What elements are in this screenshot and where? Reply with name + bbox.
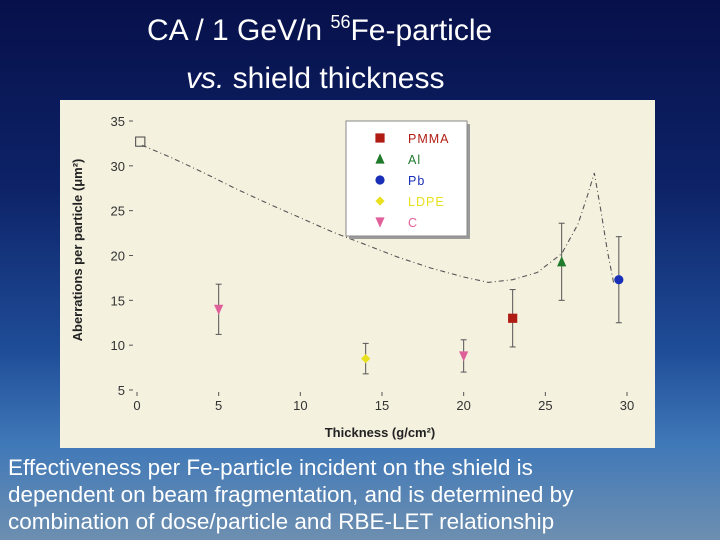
y-tick-label: 20 — [111, 249, 125, 264]
caption-line-2: dependent on beam fragmentation, and is … — [8, 482, 574, 507]
caption: Effectiveness per Fe-particle incident o… — [8, 454, 714, 535]
data-point-c — [459, 351, 469, 362]
x-tick-label: 10 — [293, 398, 307, 413]
data-point-c — [214, 304, 224, 315]
legend-label-ldpe: LDPE — [408, 195, 445, 209]
marks-layer — [135, 136, 624, 375]
caption-line-3: combination of dose/particle and RBE-LET… — [8, 509, 555, 534]
chart-panel: 0 5 10 15 20 25 30 5 10 15 20 25 30 35 PMMA Al Pb LDPE C … — [60, 100, 655, 448]
title-line-2: vs. shield thickness — [186, 60, 444, 98]
x-tick-label: 30 — [620, 398, 634, 413]
data-point-pb — [614, 275, 624, 285]
x-axis-label: Thickness (g/cm²) — [325, 425, 436, 440]
caption-line-1: Effectiveness per Fe-particle incident o… — [8, 455, 533, 480]
legend-marker-al — [375, 153, 385, 164]
legend-box — [345, 120, 468, 237]
title-prefix: CA / 1 GeV/n — [147, 14, 331, 47]
title-versus: vs. — [186, 62, 225, 95]
legend-label-al: Al — [408, 153, 421, 167]
trend-curve — [141, 144, 615, 285]
x-tick-label: 5 — [215, 398, 222, 413]
y-axis-label: Aberrations per particle (μm²) — [70, 159, 85, 342]
legend-label-pmma: PMMA — [408, 132, 450, 146]
y-tick-label: 30 — [111, 159, 125, 174]
x-tick-label: 20 — [456, 398, 470, 413]
legend-marker-ldpe — [375, 196, 385, 206]
x-tick-label: 0 — [133, 398, 140, 413]
y-tick-label: 15 — [111, 293, 125, 308]
legend-layer: PMMA Al Pb LDPE C — [345, 120, 470, 239]
initial-point-marker — [135, 136, 146, 147]
data-point-al — [557, 256, 567, 267]
title-isotope-superscript: 56 — [330, 12, 351, 32]
title-suffix: Fe-particle — [350, 14, 493, 47]
y-tick-label: 5 — [118, 383, 125, 398]
y-tick-label: 35 — [111, 114, 125, 129]
legend-marker-pmma — [375, 133, 385, 143]
curve-layer — [141, 144, 615, 285]
y-tick-label: 25 — [111, 204, 125, 219]
x-tick-label: 15 — [375, 398, 389, 413]
legend-label-c: C — [408, 216, 418, 230]
title-subject: shield thickness — [224, 62, 445, 95]
legend-label-pb: Pb — [408, 174, 425, 188]
legend-marker-c — [375, 217, 385, 228]
y-tick-label: 10 — [111, 338, 125, 353]
x-tick-label: 25 — [538, 398, 552, 413]
title-line-1: CA / 1 GeV/n 56Fe-particle — [147, 12, 492, 53]
data-point-pmma — [508, 313, 518, 323]
legend-marker-pb — [375, 175, 385, 185]
data-point-ldpe — [361, 354, 371, 364]
